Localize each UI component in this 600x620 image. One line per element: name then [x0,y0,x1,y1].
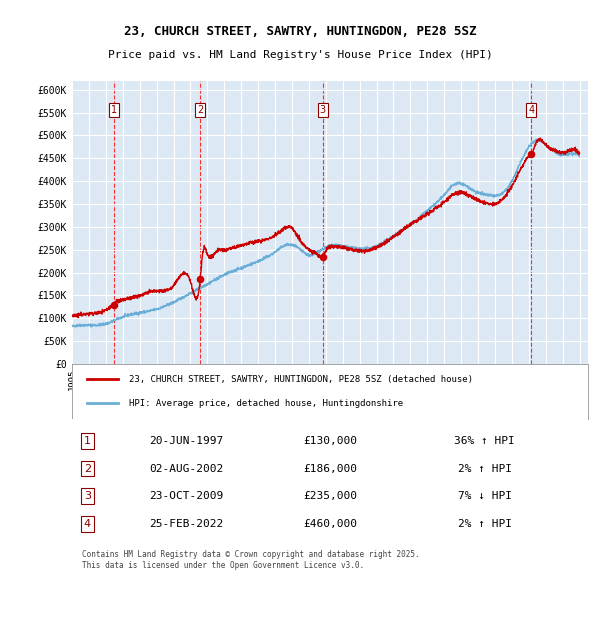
Text: 36% ↑ HPI: 36% ↑ HPI [454,436,515,446]
Text: 1: 1 [111,105,117,115]
Text: £186,000: £186,000 [303,464,357,474]
Text: 23-OCT-2009: 23-OCT-2009 [149,491,224,501]
Text: 4: 4 [84,519,91,529]
Text: 7% ↓ HPI: 7% ↓ HPI [458,491,512,501]
Text: £235,000: £235,000 [303,491,357,501]
Text: 3: 3 [319,105,326,115]
Text: 23, CHURCH STREET, SAWTRY, HUNTINGDON, PE28 5SZ (detached house): 23, CHURCH STREET, SAWTRY, HUNTINGDON, P… [129,375,473,384]
Text: 1: 1 [84,436,91,446]
Text: 2: 2 [84,464,91,474]
Text: 20-JUN-1997: 20-JUN-1997 [149,436,224,446]
Text: £460,000: £460,000 [303,519,357,529]
Text: Contains HM Land Registry data © Crown copyright and database right 2025.
This d: Contains HM Land Registry data © Crown c… [82,551,420,570]
Point [109,299,119,309]
Text: 2% ↑ HPI: 2% ↑ HPI [458,519,512,529]
Text: Price paid vs. HM Land Registry's House Price Index (HPI): Price paid vs. HM Land Registry's House … [107,50,493,60]
Point [526,149,536,159]
Point [196,274,205,284]
Text: 2: 2 [197,105,203,115]
Text: 25-FEB-2022: 25-FEB-2022 [149,519,224,529]
Text: 3: 3 [84,491,91,501]
Text: £130,000: £130,000 [303,436,357,446]
Text: HPI: Average price, detached house, Huntingdonshire: HPI: Average price, detached house, Hunt… [129,399,403,408]
Text: 4: 4 [528,105,535,115]
Text: 02-AUG-2002: 02-AUG-2002 [149,464,224,474]
Text: 23, CHURCH STREET, SAWTRY, HUNTINGDON, PE28 5SZ: 23, CHURCH STREET, SAWTRY, HUNTINGDON, P… [124,25,476,38]
Text: 2% ↑ HPI: 2% ↑ HPI [458,464,512,474]
Point [318,252,328,262]
